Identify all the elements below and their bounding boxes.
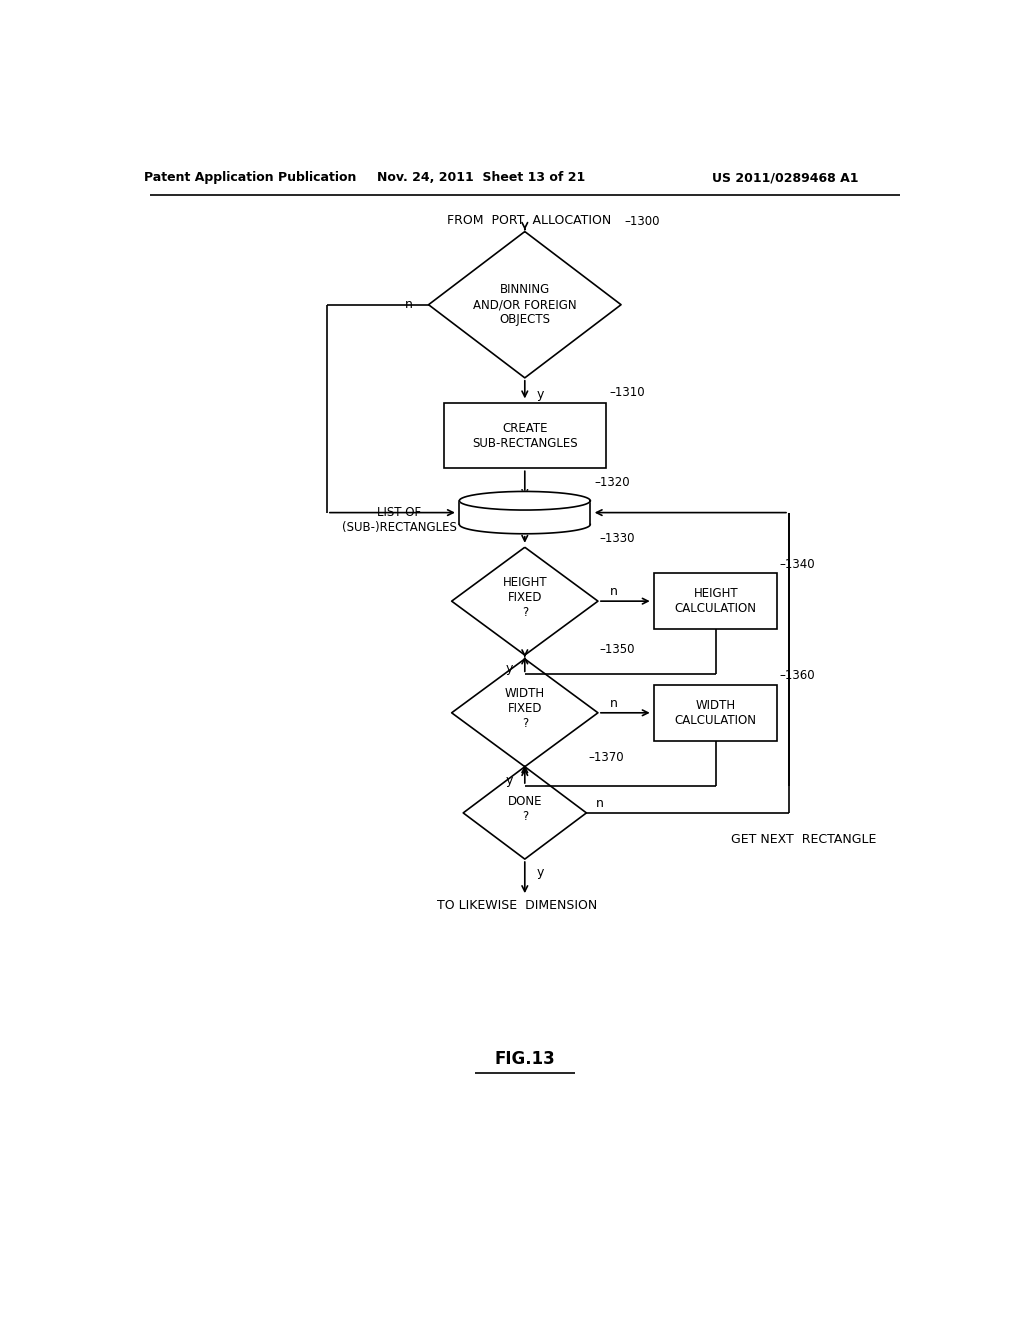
Text: LIST OF
(SUB-)RECTANGLES: LIST OF (SUB-)RECTANGLES (342, 507, 457, 535)
Text: US 2011/0289468 A1: US 2011/0289468 A1 (712, 172, 858, 185)
Text: y: y (506, 663, 513, 676)
Text: –1300: –1300 (625, 215, 660, 228)
Text: –1350: –1350 (599, 643, 635, 656)
Text: n: n (406, 298, 413, 312)
Text: CREATE
SUB-RECTANGLES: CREATE SUB-RECTANGLES (472, 421, 578, 450)
Text: DONE
?: DONE ? (508, 795, 542, 824)
Text: n: n (596, 797, 603, 810)
Text: HEIGHT
FIXED
?: HEIGHT FIXED ? (503, 576, 547, 619)
Text: WIDTH
FIXED
?: WIDTH FIXED ? (505, 688, 545, 730)
Polygon shape (460, 491, 590, 510)
Text: y: y (537, 866, 544, 879)
Text: Nov. 24, 2011  Sheet 13 of 21: Nov. 24, 2011 Sheet 13 of 21 (377, 172, 585, 185)
Text: –1310: –1310 (609, 387, 645, 400)
Text: TO LIKEWISE  DIMENSION: TO LIKEWISE DIMENSION (437, 899, 597, 912)
Text: FIG.13: FIG.13 (495, 1051, 555, 1068)
Text: FROM  PORT  ALLOCATION: FROM PORT ALLOCATION (446, 214, 610, 227)
Text: y: y (537, 388, 544, 401)
Bar (654, 573, 777, 628)
Text: –1340: –1340 (779, 557, 815, 570)
Text: –1320: –1320 (594, 475, 630, 488)
Text: –1370: –1370 (588, 751, 624, 764)
Text: y: y (506, 774, 513, 787)
Bar (654, 685, 777, 741)
Text: n: n (609, 585, 617, 598)
Text: WIDTH
CALCULATION: WIDTH CALCULATION (675, 698, 757, 727)
Text: n: n (609, 697, 617, 710)
Text: Patent Application Publication: Patent Application Publication (143, 172, 356, 185)
Text: BINNING
AND/OR FOREIGN
OBJECTS: BINNING AND/OR FOREIGN OBJECTS (473, 284, 577, 326)
Text: –1360: –1360 (779, 669, 815, 682)
Text: HEIGHT
CALCULATION: HEIGHT CALCULATION (675, 587, 757, 615)
Bar (444, 403, 605, 469)
Text: –1330: –1330 (599, 532, 635, 545)
Text: GET NEXT  RECTANGLE: GET NEXT RECTANGLE (731, 833, 877, 846)
